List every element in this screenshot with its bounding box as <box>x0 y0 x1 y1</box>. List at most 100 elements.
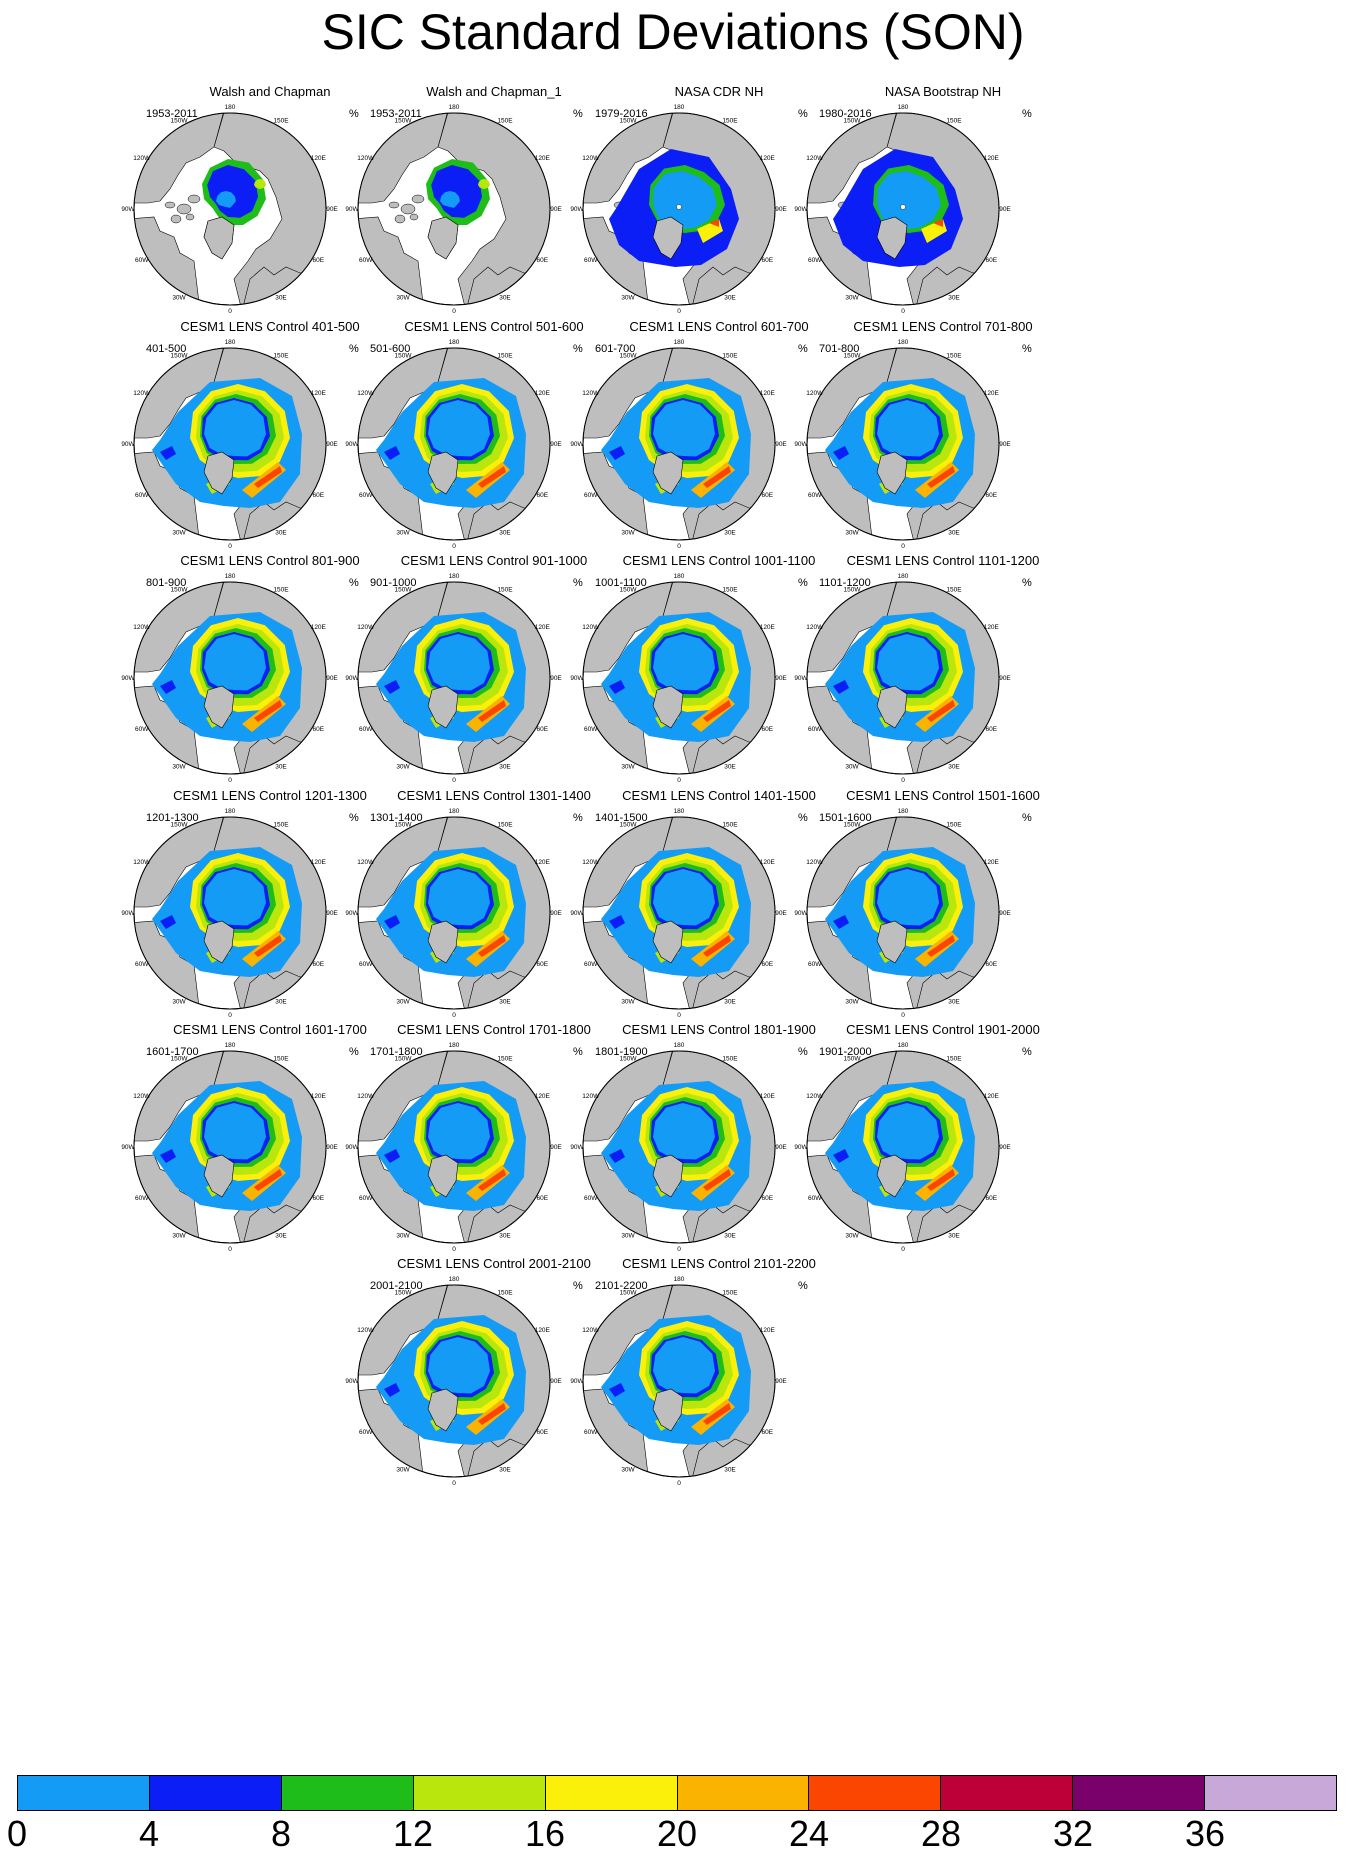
longitude-label: 150E <box>273 1056 289 1063</box>
longitude-label: 90E <box>999 206 1011 213</box>
polar-stereographic-map: 180 150E 120E 90E 60E 30E 0 30W 60W 90W 120W 150W <box>121 573 402 821</box>
longitude-label: 90E <box>775 910 787 917</box>
longitude-label: 120W <box>806 390 824 397</box>
panel-year-range: 701-800 <box>819 343 860 355</box>
polar-stereographic-map: 180 150E 120E 90E 60E 30E 0 30W 60W 90W 120W 150W <box>345 1042 626 1290</box>
longitude-label: 60W <box>808 961 822 968</box>
panel-unit: % <box>798 577 808 589</box>
panel-unit: % <box>798 108 808 120</box>
panel-unit: % <box>573 812 583 824</box>
polar-stereographic-map: 180 150E 120E 90E 60E 30E 0 30W 60W 90W 120W 150W <box>345 104 626 352</box>
longitude-label: 60W <box>135 726 149 733</box>
longitude-label: 60E <box>537 492 549 499</box>
longitude-label: 120E <box>535 624 551 631</box>
longitude-label: 90W <box>121 675 135 682</box>
longitude-label: 60W <box>359 961 373 968</box>
longitude-label: 120E <box>311 155 327 162</box>
longitude-label: 120E <box>311 1093 327 1100</box>
longitude-label: 90E <box>550 675 562 682</box>
longitude-label: 120W <box>582 624 600 631</box>
longitude-label: 30E <box>724 998 736 1005</box>
longitude-label: 60W <box>808 492 822 499</box>
longitude-label: 150E <box>722 118 738 125</box>
longitude-label: 120W <box>582 155 600 162</box>
panel-year-range: 401-500 <box>146 343 187 355</box>
panel-title: CESM1 LENS Control 1101-1200 <box>846 553 1040 568</box>
longitude-label: 60W <box>584 492 598 499</box>
longitude-label: 60W <box>584 257 598 264</box>
longitude-label: 90W <box>121 910 135 917</box>
longitude-label: 30E <box>724 1232 736 1239</box>
longitude-label: 90W <box>570 675 584 682</box>
longitude-label: 30W <box>172 998 186 1005</box>
longitude-label: 180 <box>225 573 236 580</box>
sea-ice-pattern <box>601 612 751 742</box>
longitude-label: 120W <box>582 390 600 397</box>
longitude-label: 180 <box>449 1042 460 1049</box>
map-panel: CESM1 LENS Control 701-800 701-800% 180 150… <box>794 319 1075 587</box>
longitude-label: 120W <box>582 859 600 866</box>
longitude-label: 0 <box>901 543 905 550</box>
longitude-label: 180 <box>674 1276 685 1283</box>
panel-year-range: 1980-2016 <box>819 108 872 120</box>
longitude-label: 90E <box>775 1378 787 1385</box>
panel-unit: % <box>349 812 359 824</box>
longitude-label: 60E <box>762 1195 774 1202</box>
sea-ice-pattern <box>376 847 526 977</box>
longitude-label: 90W <box>121 1144 135 1151</box>
panel-unit: % <box>798 812 808 824</box>
longitude-label: 0 <box>901 777 905 784</box>
longitude-label: 150W <box>620 822 638 829</box>
polar-stereographic-map: 180 150E 120E 90E 60E 30E 0 30W 60W 90W 120W 150W <box>121 339 402 587</box>
longitude-label: 60W <box>135 492 149 499</box>
panel-unit: % <box>798 1046 808 1058</box>
longitude-label: 150E <box>497 587 513 594</box>
panel-unit: % <box>573 343 583 355</box>
longitude-label: 30W <box>845 1232 859 1239</box>
polar-stereographic-map: 180 150E 120E 90E 60E 30E 0 30W 60W 90W 120W 150W <box>121 104 402 352</box>
longitude-label: 150W <box>395 118 413 125</box>
panel-unit: % <box>1022 577 1032 589</box>
longitude-label: 60E <box>762 257 774 264</box>
polar-stereographic-map: 180 150E 120E 90E 60E 30E 0 30W 60W 90W 120W 150W <box>570 339 851 587</box>
longitude-label: 150W <box>395 1056 413 1063</box>
colorbar <box>17 1775 1337 1811</box>
longitude-label: 120W <box>133 859 151 866</box>
longitude-label: 30E <box>275 998 287 1005</box>
panel-year-range: 1401-1500 <box>595 812 648 824</box>
longitude-label: 180 <box>674 339 685 346</box>
panel-title: NASA Bootstrap NH <box>884 84 1002 99</box>
panel-title: CESM1 LENS Control 1601-1700 <box>173 1022 367 1037</box>
longitude-label: 0 <box>228 308 232 315</box>
longitude-label: 30W <box>621 998 635 1005</box>
longitude-label: 60E <box>762 1429 774 1436</box>
map-panel: CESM1 LENS Control 801-900 801-900% 180 150… <box>121 553 402 821</box>
longitude-label: 0 <box>677 1480 681 1487</box>
longitude-label: 0 <box>677 777 681 784</box>
map-panel: CESM1 LENS Control 601-700 601-700% 180 150… <box>570 319 851 587</box>
longitude-label: 90E <box>326 675 338 682</box>
colorbar-segment <box>941 1776 1074 1810</box>
map-panel: CESM1 LENS Control 1001-1100 1001-1100% 18… <box>570 553 851 821</box>
longitude-label: 90E <box>775 206 787 213</box>
panel-unit: % <box>349 577 359 589</box>
longitude-label: 90W <box>121 441 135 448</box>
longitude-label: 30E <box>724 529 736 536</box>
longitude-label: 0 <box>677 308 681 315</box>
longitude-label: 90E <box>326 1144 338 1151</box>
longitude-label: 180 <box>898 1042 909 1049</box>
panel-year-range: 501-600 <box>370 343 411 355</box>
polar-stereographic-map: 180 150E 120E 90E 60E 30E 0 30W 60W 90W 120W 150W <box>570 808 851 1056</box>
longitude-label: 0 <box>228 1012 232 1019</box>
longitude-label: 120E <box>311 859 327 866</box>
longitude-label: 30E <box>275 294 287 301</box>
colorbar-segment <box>545 1776 678 1810</box>
longitude-label: 150E <box>946 1056 962 1063</box>
map-panel: CESM1 LENS Control 1801-1900 1801-1900% 18… <box>570 1022 851 1290</box>
longitude-label: 150W <box>620 1056 638 1063</box>
sea-ice-pattern <box>825 1081 975 1211</box>
longitude-label: 180 <box>449 104 460 111</box>
panel-title: CESM1 LENS Control 1201-1300 <box>173 788 367 803</box>
panel-title: CESM1 LENS Control 1501-1600 <box>846 788 1040 803</box>
colorbar-segment <box>809 1776 942 1810</box>
